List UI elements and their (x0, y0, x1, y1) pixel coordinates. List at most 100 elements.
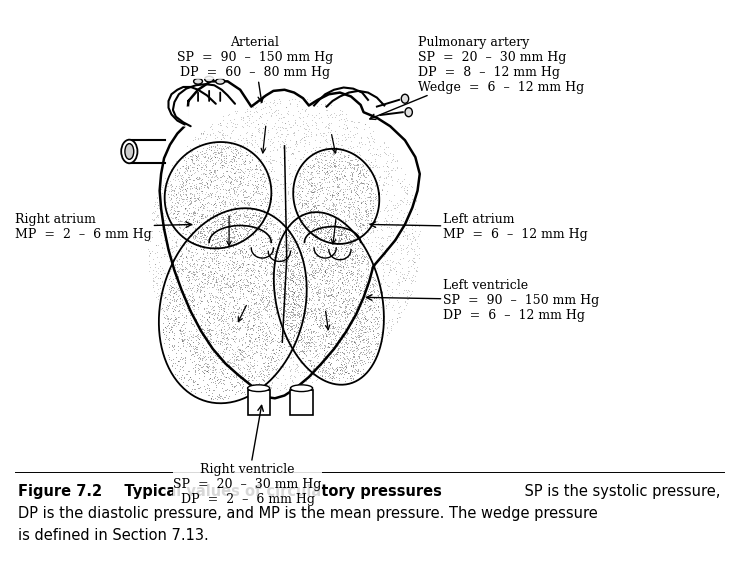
Point (268, 371, 279, 380)
Point (313, 240, 324, 249)
Point (173, 223, 185, 232)
Point (278, 334, 290, 343)
Point (318, 346, 330, 355)
Point (281, 320, 293, 329)
Point (256, 270, 268, 279)
Point (183, 275, 195, 284)
Point (196, 324, 208, 333)
Point (194, 158, 206, 167)
Point (180, 210, 191, 219)
Point (258, 169, 270, 178)
Point (198, 372, 210, 381)
Point (259, 249, 270, 257)
Point (255, 295, 267, 304)
Point (236, 263, 248, 272)
Point (363, 144, 375, 153)
Point (163, 314, 174, 323)
Point (220, 315, 232, 324)
Point (223, 110, 235, 119)
Point (301, 188, 313, 197)
Point (214, 302, 225, 311)
Point (302, 226, 314, 234)
Point (256, 317, 268, 326)
Point (183, 326, 194, 335)
Point (305, 188, 317, 197)
Point (405, 261, 417, 270)
Point (313, 149, 325, 158)
Point (169, 214, 181, 223)
Point (176, 332, 188, 341)
Point (251, 219, 262, 228)
Point (180, 175, 192, 184)
Point (165, 325, 177, 334)
Point (263, 312, 275, 321)
Point (177, 154, 188, 163)
Point (219, 219, 231, 228)
Point (338, 119, 350, 128)
Point (264, 385, 276, 394)
Point (355, 254, 367, 263)
Point (343, 182, 355, 191)
Point (347, 232, 359, 241)
Point (243, 210, 255, 219)
Point (349, 160, 361, 169)
Point (293, 259, 304, 268)
Point (338, 285, 350, 294)
Point (288, 262, 300, 271)
Point (165, 322, 177, 331)
Point (278, 285, 290, 294)
Point (380, 302, 392, 311)
Point (236, 354, 248, 363)
Point (192, 303, 204, 312)
Point (202, 178, 214, 187)
Point (248, 362, 259, 371)
Point (325, 310, 337, 319)
Point (299, 304, 311, 313)
Point (369, 193, 381, 202)
Point (376, 240, 388, 249)
Point (212, 287, 224, 296)
Point (192, 285, 204, 294)
Point (319, 268, 330, 277)
Point (174, 220, 185, 229)
Point (350, 231, 361, 240)
Point (333, 169, 345, 178)
Point (226, 323, 238, 332)
Point (343, 237, 355, 246)
Point (330, 210, 341, 219)
Point (305, 307, 317, 316)
Point (241, 365, 253, 374)
Point (336, 235, 348, 244)
Point (330, 204, 341, 213)
Point (393, 278, 405, 287)
Point (157, 328, 169, 337)
Point (370, 306, 382, 315)
Point (211, 395, 223, 404)
Point (350, 275, 361, 284)
Point (168, 296, 180, 305)
Point (324, 259, 336, 268)
Point (273, 283, 285, 292)
Point (272, 132, 284, 141)
Point (169, 319, 181, 328)
Point (273, 338, 285, 347)
Point (210, 365, 222, 374)
Point (358, 349, 370, 358)
Point (264, 151, 276, 160)
Point (211, 234, 223, 243)
Point (273, 266, 285, 275)
Point (251, 273, 262, 282)
Point (231, 371, 242, 380)
Point (217, 333, 228, 342)
Point (187, 159, 199, 168)
Point (370, 332, 381, 341)
Point (267, 137, 279, 146)
Point (308, 249, 320, 257)
Point (159, 335, 171, 344)
Point (349, 130, 361, 139)
Point (210, 188, 222, 197)
Point (334, 350, 346, 359)
Point (277, 291, 289, 300)
Point (175, 173, 187, 182)
Point (269, 314, 281, 323)
